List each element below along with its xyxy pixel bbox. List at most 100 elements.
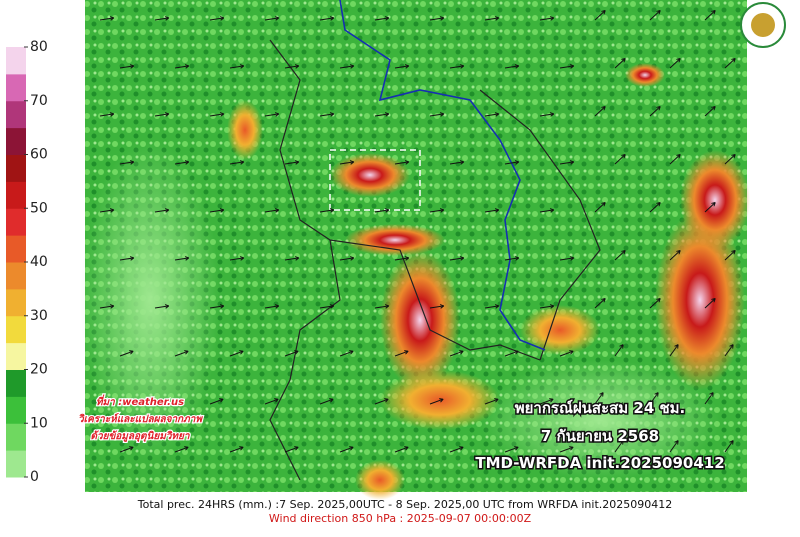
color-band [6, 154, 26, 182]
wind-arrow-head [129, 64, 135, 69]
colorbar-label: 10 [30, 415, 48, 431]
wind-arrow [209, 113, 224, 117]
wind-arrow-head [459, 160, 465, 165]
wind-arrow [119, 65, 134, 69]
wind-arrow-head [294, 256, 300, 261]
wind-arrow [229, 257, 244, 261]
wind-arrow-head [349, 64, 355, 69]
wind-arrow-head [184, 160, 190, 165]
wind-arrow [704, 10, 716, 21]
wind-arrow-head [439, 16, 445, 21]
wind-arrow [559, 446, 574, 453]
wind-arrow [504, 350, 519, 357]
coastline [269, 39, 601, 481]
wind-arrow [704, 298, 716, 309]
wind-arrow-head [729, 344, 734, 349]
wind-arrow-head [349, 160, 355, 165]
wind-arrow [484, 209, 499, 213]
wind-arrow-head [219, 112, 225, 117]
wind-arrow-head [109, 208, 115, 213]
wind-arrow [449, 257, 464, 261]
color-band [6, 181, 26, 209]
wind-arrow-head [219, 16, 225, 21]
wind-arrow [724, 58, 736, 69]
wind-arrow-head [621, 249, 626, 255]
wind-arrow-head [601, 9, 606, 15]
footer-text: Total prec. 24HRS (mm.) :7 Sep. 2025,00U… [137, 498, 672, 511]
wind-arrow-head [601, 201, 606, 207]
wind-arrow-head [621, 57, 626, 63]
wind-arrow-head [439, 398, 444, 403]
wind-arrow [594, 10, 606, 21]
colorbar-label: 40 [30, 254, 48, 270]
colorbar-label: 70 [30, 93, 48, 109]
wind-arrow [99, 398, 114, 405]
wind-arrow [724, 344, 734, 357]
color-band [6, 315, 26, 344]
wind-arrow-head [239, 160, 245, 165]
wind-arrow [319, 113, 334, 117]
wind-arrow-head [404, 446, 409, 451]
wind-arrow-head [184, 64, 190, 69]
wind-arrow [229, 161, 244, 165]
wind-arrow-head [184, 446, 189, 451]
color-band [6, 288, 26, 317]
wind-arrow [284, 350, 299, 357]
color-band [6, 127, 26, 155]
rain-area [480, 360, 720, 480]
wind-arrow-head [619, 440, 624, 445]
wind-arrow-head [294, 160, 300, 165]
wind-arrow-head [294, 64, 300, 69]
wind-arrow-head [404, 160, 410, 165]
wind-arrow [319, 17, 334, 21]
wind-arrow [284, 446, 299, 453]
wind-arrow-head [329, 16, 335, 21]
wind-arrow-head [654, 392, 659, 397]
wind-arrow-head [676, 249, 681, 255]
wind-arrow-head [384, 304, 390, 309]
wind-arrow-head [164, 398, 169, 403]
wind-arrow [724, 154, 736, 165]
wind-arrow [429, 305, 444, 309]
wind-arrow-head [129, 160, 135, 165]
wind-arrow-head [219, 208, 225, 213]
wind-arrow [284, 257, 299, 261]
source-text: ด้วยข้อมูลอุตุนิยมวิทยา [91, 430, 191, 442]
wind-arrow-head [731, 249, 736, 255]
wind-arrow [374, 113, 389, 117]
wind-arrow-head [549, 208, 555, 213]
wind-arrow-head [549, 16, 555, 21]
wind-arrow-head [569, 446, 574, 451]
wind-arrow [559, 161, 574, 165]
wind-arrow [264, 113, 279, 117]
color-band [6, 235, 26, 263]
wind-arrow-head [164, 16, 170, 21]
wind-arrow-head [349, 350, 354, 355]
wind-arrow [649, 392, 659, 405]
wind-arrow-head [384, 208, 390, 213]
wind-arrow [264, 398, 279, 405]
wind-arrow [339, 257, 354, 261]
wind-arrow [539, 305, 554, 309]
wind-arrow [704, 106, 716, 117]
wind-arrow [724, 250, 736, 261]
rain-area [227, 100, 263, 160]
wind-arrow-head [711, 105, 716, 111]
wind-arrow-head [129, 350, 134, 355]
wind-arrow-head [711, 297, 716, 303]
wind-arrow-head [656, 201, 661, 207]
wind-arrow [99, 305, 114, 309]
wind-arrow [339, 446, 354, 453]
wind-arrow [614, 440, 624, 453]
source-text: วิเคราะห์และแปลผลจากภาพ [78, 413, 203, 425]
wind-arrow-head [129, 446, 134, 451]
wind-arrow-head [514, 350, 519, 355]
wind-arrow [174, 446, 189, 453]
wind-arrow-head [459, 446, 464, 451]
wind-arrow [229, 65, 244, 69]
wind-arrow-head [109, 398, 114, 403]
highlight-box [329, 149, 421, 211]
wind-arrow-head [294, 446, 299, 451]
wind-arrow-head [514, 64, 520, 69]
